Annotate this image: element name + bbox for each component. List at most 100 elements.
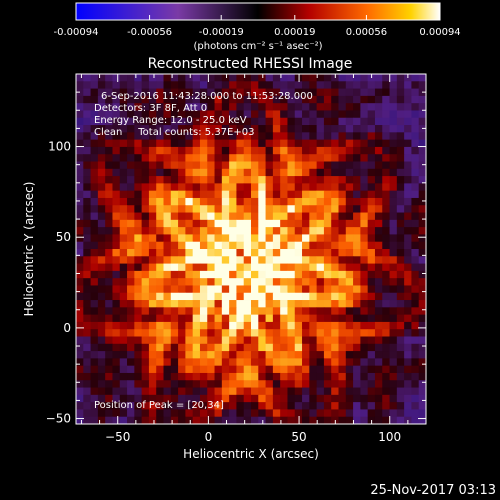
heatmap-cell (265, 219, 274, 228)
heatmap-cell (97, 300, 106, 308)
heatmap-cell (112, 321, 121, 330)
heatmap-cell (316, 314, 325, 323)
heatmap-cell (156, 394, 164, 403)
heatmap-cell (83, 88, 91, 97)
heatmap-cell (236, 394, 245, 403)
heatmap-cell (374, 300, 383, 308)
heatmap-cell (214, 110, 223, 119)
heatmap-cell (97, 234, 106, 243)
heatmap-cell (192, 81, 201, 89)
heatmap-cell (374, 278, 383, 286)
heatmap-cell (302, 117, 310, 126)
heatmap-cell (316, 161, 325, 170)
heatmap-cell (236, 241, 245, 250)
heatmap-cell (112, 278, 121, 286)
heatmap-cell (178, 263, 186, 272)
heatmap-cell (258, 270, 266, 279)
heatmap-cell (331, 176, 339, 184)
heatmap-cell (287, 358, 296, 367)
heatmap-cell (119, 95, 128, 104)
heatmap-cell (243, 336, 252, 345)
heatmap-cell (360, 285, 369, 294)
heatmap-cell (418, 270, 427, 279)
heatmap-cell (97, 263, 106, 272)
heatmap-cell (331, 278, 339, 286)
heatmap-cell (83, 314, 91, 323)
heatmap-cell (214, 292, 223, 301)
heatmap-cell (316, 234, 325, 243)
heatmap-cell (316, 416, 325, 425)
heatmap-cell (119, 205, 128, 213)
heatmap-cell (316, 300, 325, 308)
heatmap-cell (112, 241, 121, 250)
heatmap-cell (185, 409, 194, 418)
heatmap-cell (287, 409, 296, 418)
heatmap-cell (185, 402, 194, 410)
heatmap-cell (76, 307, 84, 316)
heatmap-cell (302, 249, 310, 257)
heatmap-cell (83, 249, 91, 257)
heatmap-cell (192, 74, 201, 82)
heatmap-cell (323, 314, 332, 323)
heatmap-cell (338, 161, 347, 170)
y-tick-label: 100 (48, 140, 71, 154)
heatmap-cell (316, 270, 325, 279)
heatmap-cell (345, 205, 354, 213)
heatmap-cell (360, 241, 369, 250)
heatmap-cell (97, 212, 106, 221)
heatmap-cell (207, 161, 215, 170)
heatmap-cell (119, 241, 128, 250)
heatmap-cell (418, 81, 427, 89)
heatmap-cell (302, 285, 310, 294)
heatmap-cell (280, 205, 288, 213)
heatmap-cell (178, 402, 186, 410)
heatmap-cell (382, 270, 390, 279)
heatmap-cell (353, 81, 361, 89)
heatmap-cell (141, 278, 150, 286)
heatmap-cell (265, 285, 274, 294)
heatmap-cell (97, 74, 106, 82)
heatmap-cell (360, 351, 369, 359)
heatmap-cell (76, 132, 84, 141)
heatmap-cell (192, 132, 201, 141)
heatmap-cell (345, 161, 354, 170)
heatmap-cell (272, 154, 281, 162)
heatmap-cell (170, 372, 179, 381)
heatmap-cell (309, 329, 318, 337)
heatmap-cell (127, 146, 135, 155)
heatmap-cell (170, 263, 179, 272)
heatmap-cell (90, 263, 99, 272)
heatmap-cell (134, 132, 143, 141)
heatmap-cell (382, 125, 390, 133)
heatmap-cell (374, 103, 383, 111)
heatmap-cell (105, 321, 113, 330)
heatmap-cell (345, 351, 354, 359)
heatmap-cell (360, 190, 369, 199)
heatmap-cell (192, 154, 201, 162)
heatmap-cell (396, 227, 405, 235)
heatmap-cell (316, 125, 325, 133)
heatmap-cell (382, 183, 390, 192)
heatmap-cell (294, 358, 303, 367)
heatmap-cell (338, 212, 347, 221)
heatmap-cell (127, 168, 135, 177)
heatmap-cell (374, 372, 383, 381)
heatmap-cell (112, 307, 121, 316)
info-energy-range: Energy Range: 12.0 - 25.0 keV (94, 115, 247, 126)
heatmap-cell (221, 402, 230, 410)
heatmap-cell (272, 132, 281, 141)
heatmap-cell (229, 321, 237, 330)
heatmap-cell (302, 278, 310, 286)
heatmap-cell (302, 358, 310, 367)
heatmap-cell (265, 117, 274, 126)
heatmap-cell (338, 190, 347, 199)
heatmap-cell (280, 176, 288, 184)
heatmap-cell (309, 343, 318, 352)
heatmap-cell (265, 402, 274, 410)
heatmap-cell (83, 154, 91, 162)
heatmap-cell (229, 88, 237, 97)
heatmap-cell (404, 183, 412, 192)
heatmap-cell (156, 81, 164, 89)
heatmap-cell (90, 321, 99, 330)
heatmap-cell (185, 394, 194, 403)
